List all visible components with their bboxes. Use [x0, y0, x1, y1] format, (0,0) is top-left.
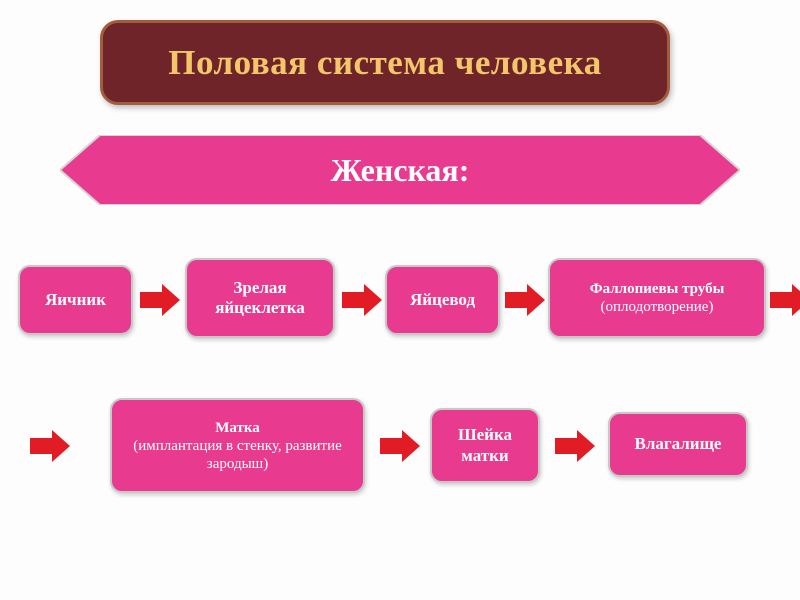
- box-main: Влагалище: [635, 434, 722, 453]
- flow-box-r1-1: Зрелая яйцеклетка: [185, 258, 335, 338]
- flow-box-r2-2: Влагалище: [608, 412, 748, 477]
- box-sub: (имплантация в стенку, развитие зародыш): [133, 438, 342, 472]
- arrow-icon-r1-2: [505, 284, 545, 316]
- box-main: Шейка матки: [458, 425, 512, 464]
- box-main: Зрелая яйцеклетка: [215, 278, 305, 317]
- box-main: Матка: [215, 420, 260, 436]
- box-sub: (оплодотворение): [601, 299, 714, 315]
- box-main: Яйцевод: [410, 290, 475, 309]
- box-main: Фаллопиевы трубы: [590, 281, 725, 297]
- flow-box-r2-0: Матка (имплантация в стенку, развитие зар…: [110, 398, 365, 493]
- page-title: Половая система человека: [168, 43, 602, 83]
- flow-box-r1-0: Яичник: [18, 265, 133, 335]
- arrow-icon-r2-1: [380, 430, 420, 462]
- arrow-icon-r2-0: [30, 430, 70, 462]
- flow-box-r1-2: Яйцевод: [385, 265, 500, 335]
- subtitle-banner: Женская:: [60, 135, 740, 205]
- title-box: Половая система человека: [100, 20, 670, 105]
- flow-box-r1-3: Фаллопиевы трубы (оплодотворение): [548, 258, 766, 338]
- subtitle-text: Женская:: [331, 152, 470, 189]
- arrow-icon-r2-2: [555, 430, 595, 462]
- box-main: Яичник: [45, 290, 106, 309]
- flow-box-r2-1: Шейка матки: [430, 408, 540, 483]
- arrow-icon-r1-0: [140, 284, 180, 316]
- arrow-icon-r1-3: [770, 284, 800, 316]
- arrow-icon-r1-1: [342, 284, 382, 316]
